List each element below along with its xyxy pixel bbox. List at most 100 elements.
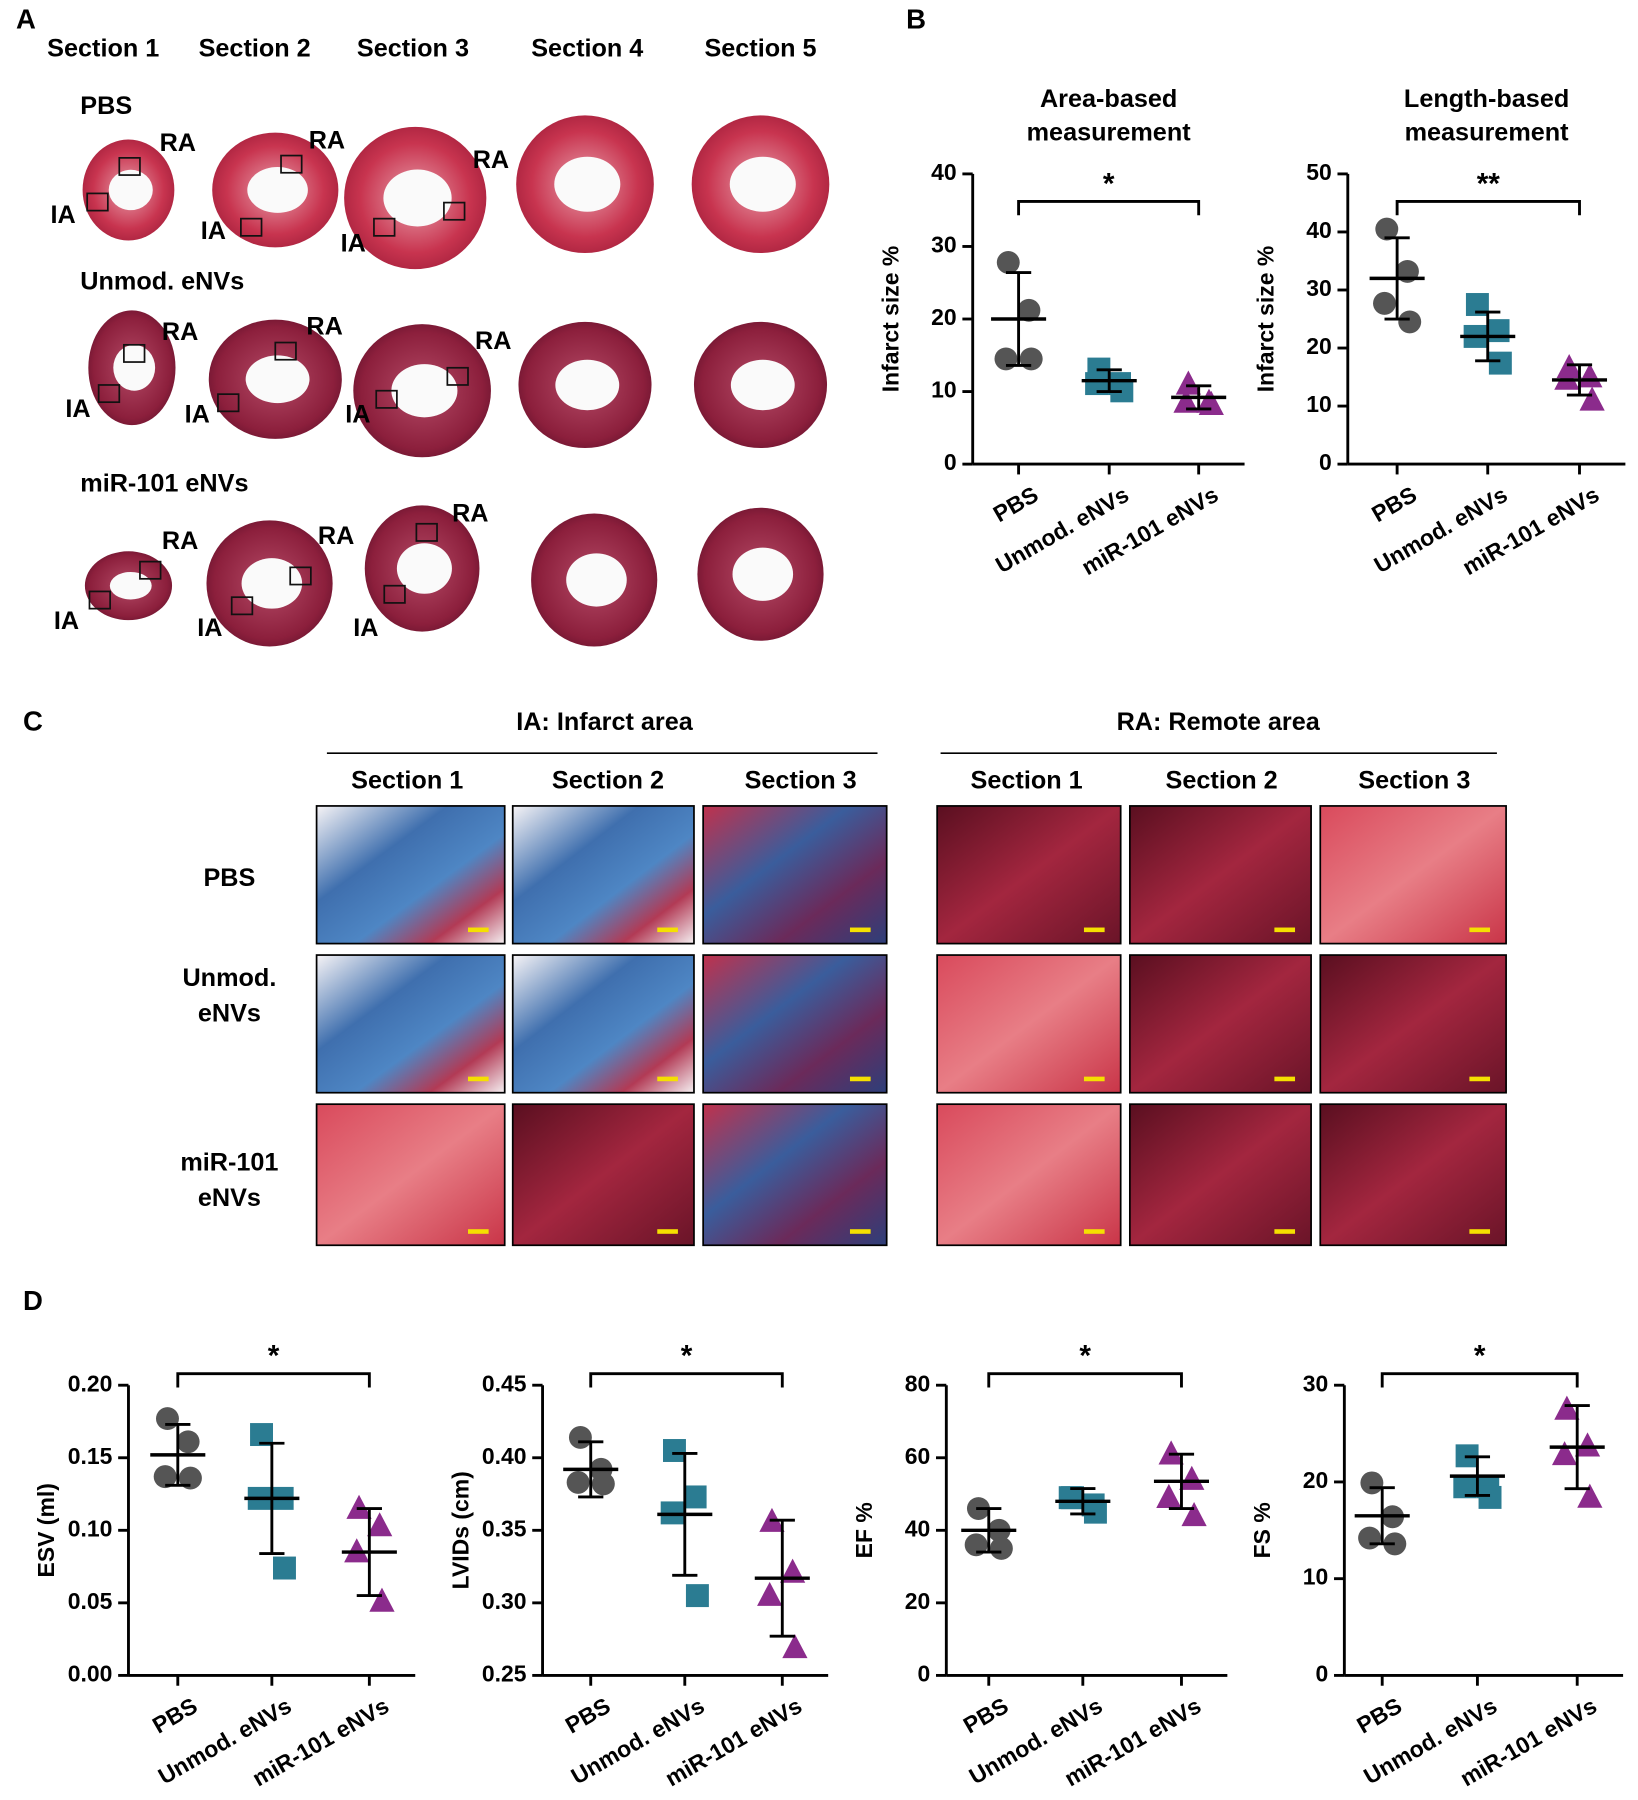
y-tick-label: 0 [917,1660,930,1686]
region-label: IA [50,201,75,229]
histology-image [1319,1103,1507,1247]
y-axis-label: EF % [851,1502,877,1558]
y-tick-label: 20 [931,304,957,330]
data-point [1579,386,1605,411]
histology-image [936,954,1122,1094]
y-tick-label: 0.40 [482,1443,527,1469]
histology-image [1128,805,1312,945]
data-point [1478,1485,1502,1509]
section-header: Section 3 [357,35,469,63]
group-label: PBS [203,864,255,892]
ventricle [554,156,621,212]
y-tick-label: 0.00 [68,1660,113,1686]
data-point [996,250,1020,274]
data-point [273,1556,296,1580]
y-tick-label: 0 [944,449,957,475]
region-box [443,201,466,221]
y-axis-label: Infarct size % [877,246,903,393]
significance-label: * [681,1340,693,1373]
region-box [375,389,398,409]
region-box [123,343,146,363]
section-header: Section 1 [351,767,463,795]
data-point [1554,365,1580,390]
significance-bracket [1395,200,1581,216]
histology-image [702,1103,888,1247]
data-point [685,1584,709,1608]
y-tick-label: 30 [1306,275,1332,301]
y-tick-label: 0.30 [482,1588,527,1614]
data-point [1486,319,1510,343]
region-box [97,384,121,404]
region-box [274,341,297,361]
region-box [383,584,406,604]
y-tick-label: 40 [1306,217,1332,243]
y-tick-label: 20 [1303,1467,1329,1493]
histology-image [702,805,888,945]
ventricle [245,355,310,404]
scale-bar [657,1229,678,1234]
data-point [156,1407,179,1431]
scale-bar [1083,927,1105,933]
y-tick-label: 0.20 [68,1370,113,1396]
panel-label: C [23,706,43,737]
significance-bracket [589,1372,784,1388]
scale-bar [657,927,678,933]
data-point [1158,1440,1184,1465]
scale-bar [657,1076,678,1082]
data-point [1375,217,1399,241]
data-point [1554,1395,1580,1420]
chart-title: Length-based [1404,85,1569,113]
data-point [1358,1526,1382,1550]
significance-label: * [1474,1340,1486,1373]
region-label: RA [452,499,488,527]
x-tick-label: PBS [1367,481,1421,527]
scale-bar [468,927,489,933]
data-point [757,1581,783,1606]
scale-bar [1083,1229,1105,1234]
histology-image [702,954,888,1094]
y-axis-label: FS % [1249,1502,1275,1558]
scale-bar [1469,927,1491,933]
data-point [1577,1483,1603,1508]
group-title: IA: Infarct area [516,708,694,736]
data-point [367,1512,393,1537]
y-tick-label: 30 [931,232,957,258]
region-box [139,560,162,580]
significance-bracket [1017,200,1201,216]
y-tick-label: 0.35 [482,1515,527,1541]
scale-bar [468,1229,489,1234]
y-tick-label: 20 [905,1588,931,1614]
y-tick-label: 30 [1303,1370,1329,1396]
data-point [1017,298,1041,322]
section-header: Section 1 [47,35,159,63]
region-label: IA [185,401,210,429]
ventricle [732,547,794,601]
region-box [446,366,469,386]
y-axis-label: ESV (ml) [33,1483,59,1577]
data-point [1398,310,1422,334]
data-point [1577,363,1603,388]
chart-title: measurement [1027,118,1192,146]
ventricle [729,156,796,212]
significance-label: * [268,1340,280,1373]
histology-image [1128,954,1312,1094]
region-box [230,596,254,616]
data-point [1465,293,1489,316]
x-tick-label: PBS [561,1692,615,1738]
region-label: RA [162,318,198,346]
histology-image [1319,805,1507,945]
x-tick-label: PBS [989,481,1043,527]
histology-image [936,1103,1122,1247]
group-label: eNVs [198,999,261,1027]
y-tick-label: 0.25 [482,1660,527,1686]
y-tick-label: 10 [931,377,957,403]
region-box [86,192,109,212]
data-point [178,1466,202,1490]
y-tick-label: 0 [1316,1660,1329,1686]
region-box [118,156,141,176]
region-box [373,217,396,237]
region-box [289,566,312,586]
ventricle [247,167,308,213]
data-point [994,347,1018,371]
data-point [1453,1475,1477,1499]
